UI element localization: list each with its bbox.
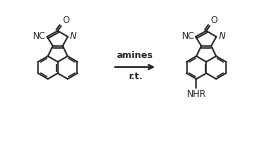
- Text: N: N: [218, 32, 225, 41]
- Text: r.t.: r.t.: [128, 72, 142, 81]
- Text: NC: NC: [32, 32, 45, 41]
- Text: NC: NC: [181, 32, 194, 41]
- Text: N: N: [70, 32, 77, 41]
- Text: O: O: [211, 16, 218, 25]
- Text: amines: amines: [117, 51, 153, 60]
- Text: O: O: [62, 16, 69, 25]
- Text: NHR: NHR: [186, 89, 206, 99]
